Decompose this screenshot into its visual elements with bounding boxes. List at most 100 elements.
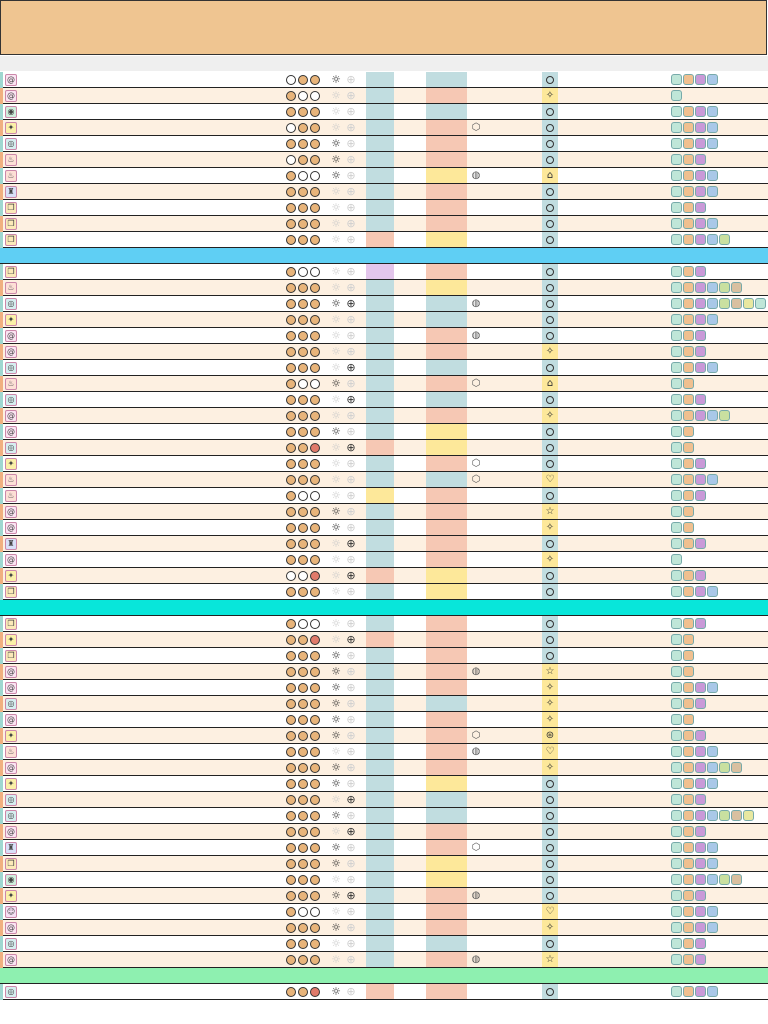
status-dot xyxy=(310,699,320,709)
table-row[interactable]: ◎ ☼ ⊕ xyxy=(0,440,768,456)
table-row[interactable]: ◎ ☼ ⊕ xyxy=(0,936,768,952)
table-row[interactable]: ❐ ☼ ⊕ xyxy=(0,584,768,600)
table-row[interactable]: @ ☼ ⊕ ☆ xyxy=(0,504,768,520)
ability-badge-icon xyxy=(683,442,694,453)
wheel-icon: ⊕ xyxy=(346,665,356,678)
table-row[interactable]: ◎ ☼ ⊕ xyxy=(0,808,768,824)
row-edge-marker xyxy=(0,568,3,584)
table-row[interactable]: @ ☼ ⊕ ✧ xyxy=(0,344,768,360)
ability-badge-icon xyxy=(671,170,682,181)
table-row[interactable]: @ ☼ ⊕ xyxy=(0,824,768,840)
table-row[interactable]: ❐ ☼ ⊕ xyxy=(0,856,768,872)
table-row[interactable]: ❐ ☼ ⊕ xyxy=(0,200,768,216)
table-row[interactable]: @ ☼ ⊕ ◍ ☆ xyxy=(0,664,768,680)
table-row[interactable]: ◎ ☼ ⊕ ◍ xyxy=(0,296,768,312)
table-row[interactable]: ♜ ☼ ⊕ ⬡ xyxy=(0,840,768,856)
table-row[interactable]: @ ☼ ⊕ ✧ xyxy=(0,408,768,424)
status-dot xyxy=(298,139,308,149)
table-row[interactable]: ♜ ☼ ⊕ xyxy=(0,184,768,200)
table-row[interactable]: ◉ ☼ ⊕ xyxy=(0,104,768,120)
table-row[interactable]: ✦ ☼ ⊕ xyxy=(0,632,768,648)
sun-icon: ☼ xyxy=(331,697,341,710)
table-row[interactable]: @ ☼ ⊕ xyxy=(0,424,768,440)
ability-badge-icon xyxy=(683,122,694,133)
shield-icon: ◉ xyxy=(5,874,17,886)
swirl-icon: @ xyxy=(5,922,17,934)
table-row[interactable]: ♨ ☼ ⊕ ⬡ ⌂ xyxy=(0,376,768,392)
sun-icon: ☼ xyxy=(331,217,341,230)
ability-badge-icon xyxy=(683,890,694,901)
wheel-icon: ⊕ xyxy=(346,217,356,230)
ability-badge-icon xyxy=(719,234,730,245)
type-block xyxy=(426,472,467,487)
table-row[interactable]: ❐ ☼ ⊕ xyxy=(0,648,768,664)
table-row[interactable]: ♨ ☼ ⊕ xyxy=(0,280,768,296)
table-row[interactable]: ♨ ☼ ⊕ xyxy=(0,488,768,504)
table-row[interactable]: @ ☼ ⊕ ✧ xyxy=(0,760,768,776)
wheel-icon: ⊕ xyxy=(346,777,356,790)
table-row[interactable]: @ ☼ ⊕ ◍ xyxy=(0,328,768,344)
table-row[interactable]: ◎ ☼ ⊕ xyxy=(0,360,768,376)
table-row[interactable]: ✦ ☼ ⊕ xyxy=(0,312,768,328)
ability-badge-icon xyxy=(707,106,718,117)
table-row[interactable]: ✦ ☼ ⊕ ⬡ ⊛ xyxy=(0,728,768,744)
section-separator xyxy=(0,600,768,616)
table-row[interactable]: ❐ ☼ ⊕ xyxy=(0,232,768,248)
status-dot xyxy=(298,875,308,885)
table-row[interactable]: ♨ ☼ ⊕ xyxy=(0,152,768,168)
category-block xyxy=(366,168,394,183)
table-row[interactable]: ◎ ☼ ⊕ xyxy=(0,792,768,808)
table-row[interactable]: @ ☼ ⊕ ✧ xyxy=(0,712,768,728)
circle-marker-icon xyxy=(546,780,554,788)
table-row[interactable]: ♨ ☼ ⊕ ⬡ ♡ xyxy=(0,472,768,488)
table-row[interactable]: ♨ ☼ ⊕ ◍ ♡ xyxy=(0,744,768,760)
status-dot xyxy=(310,795,320,805)
table-row[interactable]: ♨ ☼ ⊕ ◍ ⌂ xyxy=(0,168,768,184)
category-block xyxy=(366,184,394,199)
table-row[interactable]: ☺ ☼ ⊕ ♡ xyxy=(0,904,768,920)
globe-icon: ◍ xyxy=(471,330,481,341)
ability-badge-icon xyxy=(683,538,694,549)
cube-icon: ⬡ xyxy=(471,458,481,469)
sparkle-icon: ✦ xyxy=(5,634,17,646)
table-row[interactable]: @ ☼ ⊕ ✧ xyxy=(0,552,768,568)
table-row[interactable]: ♜ ☼ ⊕ xyxy=(0,536,768,552)
table-row[interactable]: ◎ ☼ ⊕ xyxy=(0,984,768,1000)
globe-icon: ◍ xyxy=(471,666,481,677)
row-edge-marker xyxy=(0,200,3,216)
table-row[interactable]: ◎ ☼ ⊕ xyxy=(0,392,768,408)
category-block xyxy=(366,136,394,151)
table-row[interactable]: @ ☼ ⊕ ◍ ☆ xyxy=(0,952,768,968)
table-row[interactable]: ✦ ☼ ⊕ ⬡ xyxy=(0,120,768,136)
ability-badge-icon xyxy=(671,682,682,693)
table-row[interactable]: ❐ ☼ ⊕ xyxy=(0,216,768,232)
table-row[interactable]: @ ☼ ⊕ ✧ xyxy=(0,520,768,536)
table-row[interactable]: @ ☼ ⊕ ✧ xyxy=(0,920,768,936)
table-row[interactable]: ✦ ☼ ⊕ ⬡ xyxy=(0,456,768,472)
table-row[interactable]: ❐ ☼ ⊕ xyxy=(0,264,768,280)
table-row[interactable]: ✦ ☼ ⊕ xyxy=(0,568,768,584)
row-edge-marker xyxy=(0,712,3,728)
wheel-icon: ⊕ xyxy=(346,585,356,598)
section-separator xyxy=(0,248,768,264)
type-block xyxy=(426,72,467,87)
category-block xyxy=(366,376,394,391)
circle-marker-icon xyxy=(546,988,554,996)
table-row[interactable]: @ ☼ ⊕ ✧ xyxy=(0,680,768,696)
table-row[interactable]: ✦ ☼ ⊕ xyxy=(0,776,768,792)
table-row[interactable]: ◎ ☼ ⊕ ✧ xyxy=(0,696,768,712)
status-dot xyxy=(310,155,320,165)
category-block xyxy=(366,120,394,135)
table-row[interactable]: ✦ ☼ ⊕ ◍ xyxy=(0,888,768,904)
table-row[interactable]: ◉ ☼ ⊕ xyxy=(0,872,768,888)
table-row[interactable]: @ ☼ ⊕ ✧ xyxy=(0,88,768,104)
table-row[interactable]: @ ☼ ⊕ xyxy=(0,72,768,88)
row-edge-marker xyxy=(0,632,3,648)
row-edge-marker xyxy=(0,824,3,840)
star5-icon: ☆ xyxy=(545,506,555,517)
table-row[interactable]: ❐ ☼ ⊕ xyxy=(0,616,768,632)
table-row[interactable]: ◎ ☼ ⊕ xyxy=(0,136,768,152)
status-dot xyxy=(310,571,320,581)
ability-badge-icon xyxy=(707,170,718,181)
